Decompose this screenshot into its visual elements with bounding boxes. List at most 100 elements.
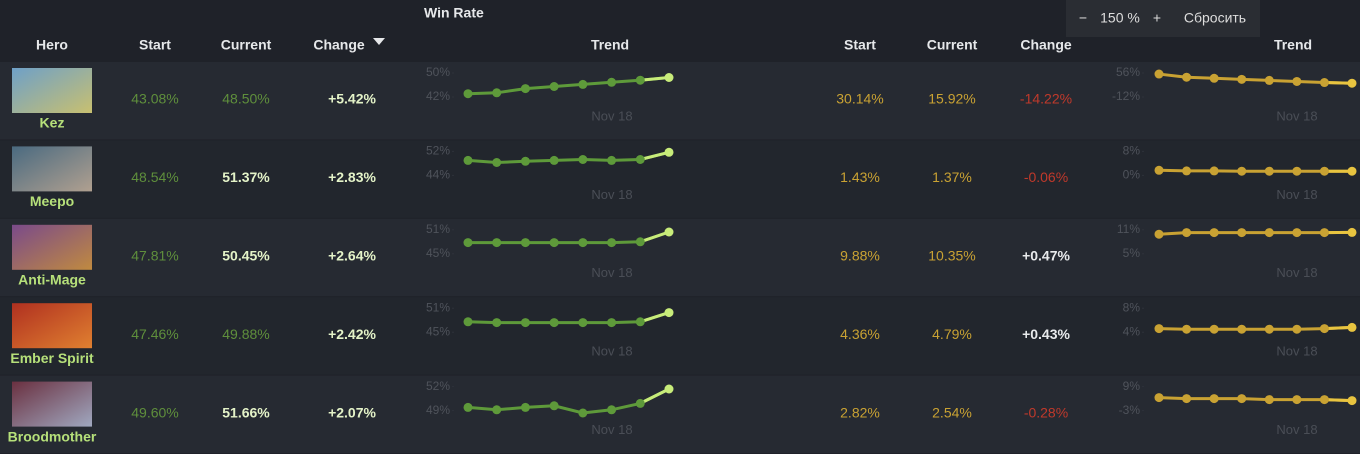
pick-start: 4.36% bbox=[840, 326, 880, 342]
trend-point bbox=[463, 317, 473, 327]
pick-change: -14.22% bbox=[1020, 91, 1072, 107]
trend-point bbox=[1154, 393, 1164, 403]
column-header: Current bbox=[927, 37, 978, 53]
pick-current: 15.92% bbox=[928, 91, 975, 107]
trend-point bbox=[463, 155, 473, 165]
trend-point bbox=[549, 155, 559, 165]
trend-point bbox=[635, 237, 645, 247]
trend-line bbox=[467, 150, 670, 165]
trend-point bbox=[1237, 74, 1247, 84]
trend-point bbox=[520, 402, 530, 412]
trend-tick-label: 44% bbox=[426, 168, 450, 182]
trend-point bbox=[549, 238, 559, 248]
trend-tick-label: 51% bbox=[426, 300, 450, 314]
trend-point bbox=[520, 156, 530, 166]
trend-point bbox=[549, 401, 559, 411]
column-header: Start bbox=[844, 37, 876, 53]
pick-change: +0.47% bbox=[1022, 248, 1070, 264]
trend-line bbox=[467, 387, 670, 415]
trend-point bbox=[1347, 322, 1357, 332]
trend-date: Nov 18 bbox=[591, 187, 632, 202]
trend-date: Nov 18 bbox=[591, 422, 632, 437]
trend-tick-label: 42% bbox=[426, 89, 450, 103]
trend-date: Nov 18 bbox=[1276, 187, 1317, 202]
column-header: Hero bbox=[36, 37, 68, 53]
win-change: +2.07% bbox=[328, 404, 376, 420]
trend-point bbox=[492, 238, 502, 248]
trend-point bbox=[492, 88, 502, 98]
column-header: Current bbox=[221, 37, 272, 53]
trend-point bbox=[607, 318, 617, 328]
trend-tick-label: -12% bbox=[1112, 89, 1140, 103]
pick-start: 9.88% bbox=[840, 248, 880, 264]
trend-point bbox=[664, 308, 674, 318]
sort-arrow bbox=[373, 38, 385, 45]
trend-point bbox=[1182, 166, 1192, 176]
trend-date: Nov 18 bbox=[591, 108, 632, 123]
trend-tick-label: 49% bbox=[426, 403, 450, 417]
zoom-out[interactable]: − bbox=[1079, 10, 1087, 26]
win-start: 49.60% bbox=[131, 404, 178, 420]
trend-point bbox=[1319, 324, 1329, 334]
trend-point bbox=[1182, 72, 1192, 82]
win-current: 50.45% bbox=[222, 248, 270, 264]
trend-point bbox=[1154, 229, 1164, 239]
trend-point bbox=[1237, 166, 1247, 176]
trend-point bbox=[520, 84, 530, 94]
zoom-level: 150 % bbox=[1100, 10, 1140, 26]
column-header: Trend bbox=[591, 37, 629, 53]
trend-date: Nov 18 bbox=[591, 265, 632, 280]
win-current: 51.37% bbox=[222, 169, 270, 185]
trend-point bbox=[1292, 324, 1302, 334]
trend-point bbox=[1237, 228, 1247, 238]
trend-point bbox=[635, 75, 645, 85]
trend-last-segment bbox=[1324, 81, 1353, 85]
trend-point bbox=[520, 238, 530, 248]
trend-point bbox=[1292, 76, 1302, 86]
trend-tick-label: 4% bbox=[1123, 324, 1141, 338]
trend-tick-label: 0% bbox=[1123, 168, 1141, 182]
trend-last-segment bbox=[639, 230, 670, 244]
trend-line bbox=[468, 230, 670, 245]
trend-point bbox=[1264, 324, 1274, 334]
trend-point bbox=[1154, 165, 1164, 175]
trend-date: Nov 18 bbox=[591, 344, 632, 359]
trend-point bbox=[1237, 324, 1247, 334]
win-current: 49.88% bbox=[222, 326, 269, 342]
pick-start: 2.82% bbox=[840, 404, 880, 420]
zoom-reset[interactable]: Сбросить bbox=[1184, 10, 1246, 26]
row-background bbox=[0, 218, 1360, 297]
trend-line bbox=[467, 311, 670, 325]
trend-last-segment bbox=[639, 311, 670, 324]
trend-point bbox=[1209, 228, 1219, 238]
zoom-in[interactable]: + bbox=[1153, 10, 1161, 26]
trend-point bbox=[1209, 394, 1219, 404]
trend-tick-label: 8% bbox=[1123, 144, 1141, 158]
pick-change: -0.06% bbox=[1024, 169, 1068, 185]
win-change: +2.42% bbox=[328, 326, 376, 342]
trend-point bbox=[549, 82, 559, 91]
trend-line bbox=[1158, 168, 1352, 173]
row-background bbox=[0, 297, 1360, 375]
hero-portrait bbox=[12, 303, 92, 349]
trend-point bbox=[664, 73, 674, 82]
trend-tick-label: 9% bbox=[1123, 379, 1141, 393]
trend-tick-label: -3% bbox=[1119, 403, 1141, 417]
trend-tick-label: 8% bbox=[1123, 300, 1141, 314]
hero-name: Anti-Mage bbox=[18, 272, 86, 288]
row-background bbox=[0, 140, 1360, 218]
column-header: Start bbox=[139, 37, 171, 53]
trend-point bbox=[492, 405, 502, 415]
trend-last-segment bbox=[640, 76, 670, 82]
hero-name: Broodmother bbox=[8, 428, 97, 444]
trend-point bbox=[1182, 228, 1192, 238]
trend-line bbox=[1158, 72, 1353, 85]
trend-line bbox=[1158, 396, 1353, 403]
trend-point bbox=[1264, 228, 1274, 238]
trend-point bbox=[1264, 395, 1274, 405]
trend-line bbox=[467, 76, 670, 96]
trend-point bbox=[635, 155, 645, 164]
trend-tick-label: 45% bbox=[426, 246, 450, 260]
trend-tick-label: 5% bbox=[1123, 246, 1141, 260]
